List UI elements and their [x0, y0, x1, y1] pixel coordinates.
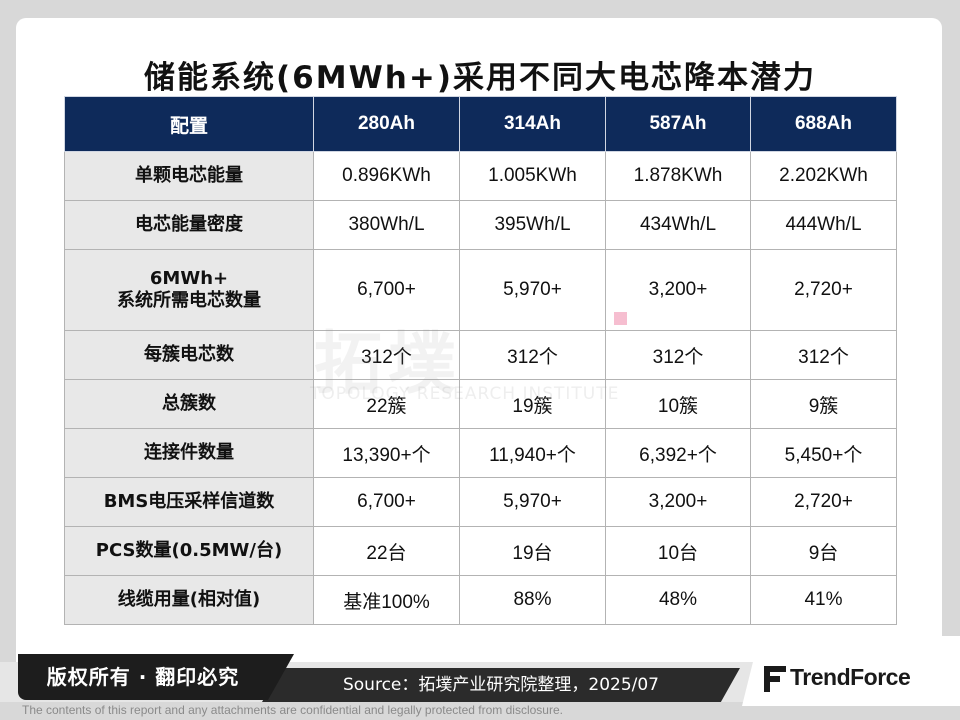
header-587ah: 587Ah	[605, 96, 751, 152]
row-label: 线缆用量(相对值)	[64, 575, 314, 625]
table-cell: 9台	[750, 526, 897, 576]
table-cell: 380Wh/L	[313, 200, 460, 250]
table-cell: 2.202KWh	[750, 151, 897, 201]
table-cell: 0.896KWh	[313, 151, 460, 201]
table-cell: 1.005KWh	[459, 151, 606, 201]
row-label: 单颗电芯能量	[64, 151, 314, 201]
table-cell: 19台	[459, 526, 606, 576]
header-280ah: 280Ah	[313, 96, 460, 152]
table-cell: 10台	[605, 526, 751, 576]
table-cell: 444Wh/L	[750, 200, 897, 250]
header-config: 配置	[64, 96, 314, 152]
table-cell: 2,720+	[750, 477, 897, 527]
row-label-line: 系统所需电芯数量	[117, 290, 261, 311]
table-cell: 395Wh/L	[459, 200, 606, 250]
table-cell: 41%	[750, 575, 897, 625]
table-cell: 13,390+个	[313, 428, 460, 478]
config-table: 配置 280Ah 314Ah 587Ah 688Ah 单颗电芯能量 0.896K…	[64, 96, 897, 625]
table-header-row: 配置 280Ah 314Ah 587Ah 688Ah	[64, 96, 897, 152]
row-label-line: 6MWh+	[149, 268, 229, 289]
source-note: Source：拓墣产业研究院整理，2025/07	[262, 668, 740, 702]
table-cell: 434Wh/L	[605, 200, 751, 250]
table-cell: 5,450+个	[750, 428, 897, 478]
table-row: 每簇电芯数 312个 312个 312个 312个	[64, 330, 897, 380]
row-label: PCS数量(0.5MW/台)	[64, 526, 314, 576]
table-cell: 6,700+	[313, 249, 460, 331]
table-cell: 3,200+	[605, 249, 751, 331]
table-cell: 1.878KWh	[605, 151, 751, 201]
table-row: 电芯能量密度 380Wh/L 395Wh/L 434Wh/L 444Wh/L	[64, 200, 897, 250]
copyright-badge: 版权所有 · 翻印必究	[18, 654, 268, 700]
table-cell: 10簇	[605, 379, 751, 429]
table-cell: 5,970+	[459, 249, 606, 331]
table-cell: 88%	[459, 575, 606, 625]
table-cell: 22簇	[313, 379, 460, 429]
table-row: 6MWh+ 系统所需电芯数量 6,700+ 5,970+ 3,200+ 2,72…	[64, 249, 897, 331]
row-label: 6MWh+ 系统所需电芯数量	[64, 249, 314, 331]
table-cell: 3,200+	[605, 477, 751, 527]
page-title: 储能系统(6MWh+)采用不同大电芯降本潜力	[144, 60, 816, 96]
trendforce-logo-icon	[764, 666, 786, 692]
row-label: 电芯能量密度	[64, 200, 314, 250]
trendforce-logo-text: TrendForce	[790, 664, 911, 690]
disclaimer-text: The contents of this report and any atta…	[22, 703, 563, 717]
header-688ah: 688Ah	[750, 96, 897, 152]
copyright-notch	[268, 654, 294, 700]
row-label: 连接件数量	[64, 428, 314, 478]
table-row: 单颗电芯能量 0.896KWh 1.005KWh 1.878KWh 2.202K…	[64, 151, 897, 201]
table-cell: 312个	[750, 330, 897, 380]
table-cell: 312个	[605, 330, 751, 380]
row-label: 每簇电芯数	[64, 330, 314, 380]
table-cell: 5,970+	[459, 477, 606, 527]
table-cell: 6,700+	[313, 477, 460, 527]
table-cell: 6,392+个	[605, 428, 751, 478]
table-row: 线缆用量(相对值) 基准100% 88% 48% 41%	[64, 575, 897, 625]
table-row: 连接件数量 13,390+个 11,940+个 6,392+个 5,450+个	[64, 428, 897, 478]
table-cell: 312个	[459, 330, 606, 380]
table-cell: 11,940+个	[459, 428, 606, 478]
table-cell: 2,720+	[750, 249, 897, 331]
table-cell: 312个	[313, 330, 460, 380]
table-cell: 19簇	[459, 379, 606, 429]
row-label: 总簇数	[64, 379, 314, 429]
table-cell: 48%	[605, 575, 751, 625]
table-row: 总簇数 22簇 19簇 10簇 9簇	[64, 379, 897, 429]
table-row: PCS数量(0.5MW/台) 22台 19台 10台 9台	[64, 526, 897, 576]
table-cell: 基准100%	[313, 575, 460, 625]
header-314ah: 314Ah	[459, 96, 606, 152]
table-row: BMS电压采样信道数 6,700+ 5,970+ 3,200+ 2,720+	[64, 477, 897, 527]
table-cell: 22台	[313, 526, 460, 576]
table-cell: 9簇	[750, 379, 897, 429]
row-label: BMS电压采样信道数	[64, 477, 314, 527]
